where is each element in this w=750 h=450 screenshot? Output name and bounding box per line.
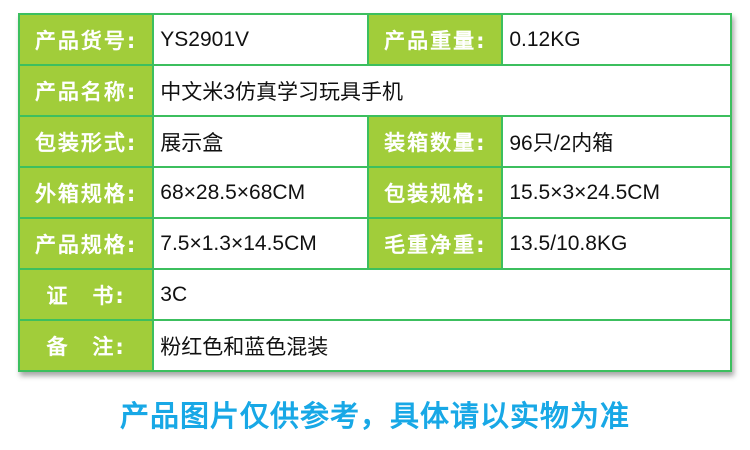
label-cell: 证 书:	[17, 268, 155, 321]
product-spec-table: 产品货号: YS2901V 产品重量: 0.12KG 产品名称: 中文米3仿真学习玩具手…	[17, 13, 732, 372]
value-cell: 3C	[152, 268, 732, 321]
table-row: 包装形式: 展示盒 装箱数量: 96只/2内箱	[17, 115, 732, 168]
label-cell: 外箱规格:	[17, 166, 155, 219]
value-cell: 96只/2内箱	[501, 115, 732, 168]
label-cell: 包装形式:	[17, 115, 155, 168]
label-cell: 产品名称:	[17, 64, 155, 117]
value-cell: YS2901V	[152, 13, 370, 66]
label-cell: 备 注:	[17, 319, 155, 372]
value-cell: 7.5×1.3×14.5CM	[152, 217, 370, 270]
value-cell: 粉红色和蓝色混装	[152, 319, 732, 372]
value-cell: 0.12KG	[501, 13, 732, 66]
value-cell: 68×28.5×68CM	[152, 166, 370, 219]
label-cell: 装箱数量:	[367, 115, 504, 168]
table-row: 产品名称: 中文米3仿真学习玩具手机	[17, 64, 732, 117]
value-cell: 15.5×3×24.5CM	[501, 166, 732, 219]
label-cell: 产品货号:	[17, 13, 155, 66]
value-cell: 13.5/10.8KG	[501, 217, 732, 270]
table-row: 外箱规格: 68×28.5×68CM 包装规格: 15.5×3×24.5CM	[17, 166, 732, 219]
label-cell: 产品规格:	[17, 217, 155, 270]
disclaimer-text: 产品图片仅供参考，具体请以实物为准	[119, 399, 630, 433]
table-row: 证 书: 3C	[17, 268, 732, 321]
value-cell: 中文米3仿真学习玩具手机	[152, 64, 732, 117]
table-row: 备 注: 粉红色和蓝色混装	[17, 319, 732, 372]
value-cell: 展示盒	[152, 115, 370, 168]
table-row: 产品货号: YS2901V 产品重量: 0.12KG	[17, 13, 732, 66]
label-cell: 包装规格:	[367, 166, 504, 219]
label-cell: 产品重量:	[367, 13, 504, 66]
label-cell: 毛重净重:	[367, 217, 504, 270]
table-row: 产品规格: 7.5×1.3×14.5CM 毛重净重: 13.5/10.8KG	[17, 217, 732, 270]
